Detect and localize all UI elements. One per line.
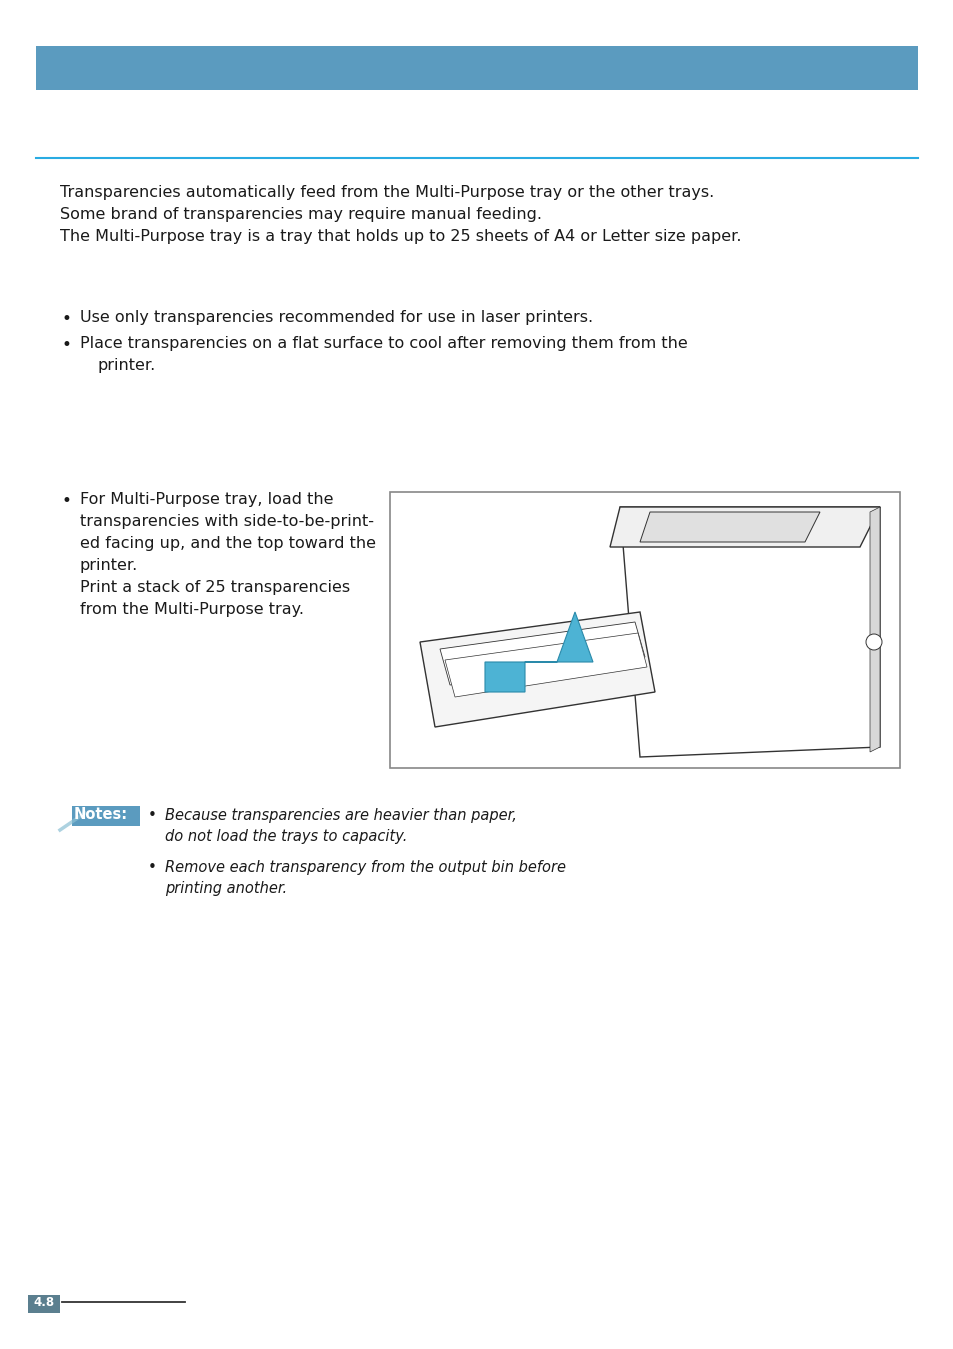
Polygon shape: [869, 507, 879, 751]
Text: Remove each transparency from the output bin before: Remove each transparency from the output…: [165, 861, 565, 876]
Text: Because transparencies are heavier than paper,: Because transparencies are heavier than …: [165, 808, 517, 823]
Text: Use only transparencies recommended for use in laser printers.: Use only transparencies recommended for …: [80, 310, 593, 325]
Text: Notes:: Notes:: [74, 807, 128, 822]
Text: The Multi-Purpose tray is a tray that holds up to 25 sheets of A4 or Letter size: The Multi-Purpose tray is a tray that ho…: [60, 229, 740, 244]
Text: For Multi-Purpose tray, load the: For Multi-Purpose tray, load the: [80, 492, 334, 507]
Polygon shape: [439, 622, 644, 685]
Text: Transparencies automatically feed from the Multi-Purpose tray or the other trays: Transparencies automatically feed from t…: [60, 185, 714, 200]
Text: •: •: [62, 310, 71, 328]
Bar: [36, 46, 917, 90]
Text: Print a stack of 25 transparencies: Print a stack of 25 transparencies: [80, 580, 350, 595]
Bar: [28, 1295, 60, 1313]
Polygon shape: [419, 612, 655, 727]
Text: printing another.: printing another.: [165, 881, 287, 896]
Polygon shape: [619, 507, 879, 757]
Polygon shape: [484, 612, 593, 692]
Text: •: •: [62, 492, 71, 510]
Text: •: •: [148, 861, 156, 876]
Polygon shape: [444, 633, 646, 697]
Text: do not load the trays to capacity.: do not load the trays to capacity.: [165, 830, 407, 844]
Polygon shape: [609, 507, 879, 546]
Text: printer.: printer.: [98, 357, 156, 374]
Text: 4.8: 4.8: [33, 1296, 54, 1309]
Polygon shape: [639, 513, 820, 542]
Text: ed facing up, and the top toward the: ed facing up, and the top toward the: [80, 536, 375, 550]
Bar: [71, 805, 140, 826]
Text: •: •: [148, 808, 156, 823]
Text: from the Multi-Purpose tray.: from the Multi-Purpose tray.: [80, 602, 304, 616]
Circle shape: [865, 634, 882, 650]
Text: transparencies with side-to-be-print-: transparencies with side-to-be-print-: [80, 514, 374, 529]
Text: Place transparencies on a flat surface to cool after removing them from the: Place transparencies on a flat surface t…: [80, 336, 687, 351]
Text: Some brand of transparencies may require manual feeding.: Some brand of transparencies may require…: [60, 206, 541, 223]
Text: printer.: printer.: [80, 558, 138, 573]
Bar: [390, 492, 899, 768]
Text: •: •: [62, 336, 71, 353]
